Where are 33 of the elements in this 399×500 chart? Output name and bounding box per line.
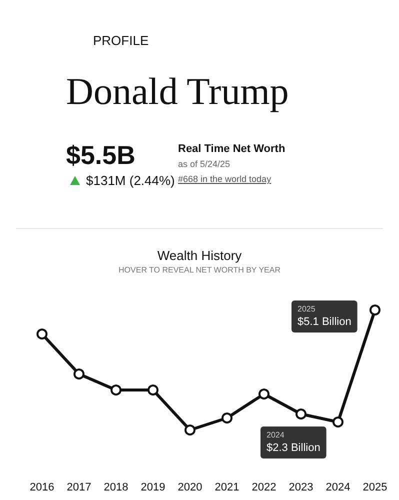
category-label: 2024 (266, 430, 284, 440)
x-tick-label: 2018 (104, 482, 128, 494)
x-tick-label: 2021 (214, 482, 240, 494)
text: $131M (2.44%) (86, 173, 175, 188)
point (370, 304, 380, 316)
category-label: 2025 (298, 304, 316, 314)
text: $5.5B (66, 140, 136, 171)
point (296, 408, 306, 420)
data-label: $5.1 Billion (298, 316, 352, 328)
text: Real Time Net Worth (178, 143, 286, 155)
x-tick-label: 2025 (362, 482, 388, 494)
point (222, 412, 232, 424)
x-tick-label: 2022 (252, 482, 276, 494)
point (74, 368, 84, 380)
x-tick-label: 2024 (326, 482, 350, 494)
point (258, 388, 270, 400)
point (184, 424, 196, 436)
point (332, 416, 344, 428)
x-tick-label: 2019 (140, 482, 166, 494)
x-tick-label: 2017 (66, 482, 92, 494)
text: as of 5/24/25 (178, 159, 230, 169)
text: Donald Trump (66, 70, 289, 114)
chart-title: Wealth History (157, 248, 242, 263)
data-label: $2.3 Billion (266, 442, 320, 454)
x-tick-label: 2023 (288, 482, 314, 494)
x-tick-label: 2020 (178, 482, 202, 494)
point (110, 384, 122, 396)
text: PROFILE (93, 33, 149, 48)
text: #668 in the world today (178, 174, 272, 184)
point (148, 384, 158, 396)
x-tick-label: 2016 (30, 482, 54, 494)
chart-subtitle: HOVER TO REVEAL NET WORTH BY YEAR (118, 266, 281, 274)
point (36, 328, 48, 340)
